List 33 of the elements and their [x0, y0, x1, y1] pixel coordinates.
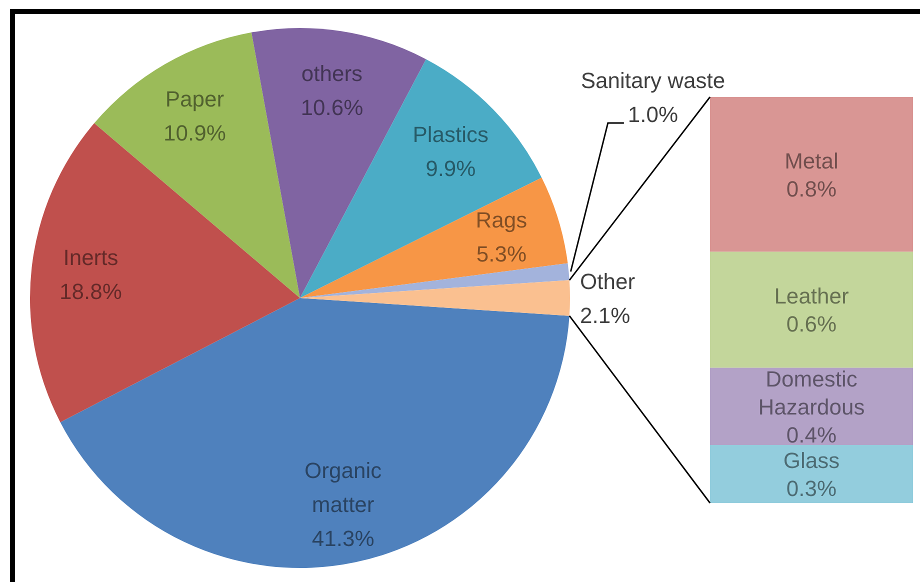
data-label: 1.0% [628, 102, 678, 126]
series-label: Domestic Hazardous [758, 366, 865, 419]
series-label: Leather [774, 283, 849, 308]
data-label: 0.8% [786, 176, 837, 201]
data-label: 0.6% [786, 311, 837, 336]
bar [710, 252, 913, 368]
series-label: Glass [783, 448, 840, 472]
data-label: 10.6% [300, 94, 364, 120]
slice-label: Plastics [412, 121, 489, 146]
slice-label: Rags [476, 207, 528, 232]
pie-slice [300, 59, 542, 298]
slice-label: Organic matter [304, 458, 382, 517]
data-label: 2.1% [580, 302, 630, 328]
pie-slice [300, 263, 570, 298]
data-label: 10.9% [164, 120, 226, 146]
data-label: 0.4% [786, 422, 837, 447]
pie-slice [60, 298, 570, 568]
data-label: 0.3% [786, 476, 837, 500]
data-label: 9.9% [426, 155, 476, 180]
data-label: 5.3% [476, 241, 527, 266]
bar [710, 97, 913, 252]
bar [710, 368, 913, 445]
slice-label: Sanitary waste [580, 68, 726, 92]
data-label: 41.3% [312, 526, 374, 551]
data-label: 18.8% [60, 278, 122, 304]
slice-label: others [301, 60, 363, 86]
slice-label: Inerts [63, 244, 118, 270]
slice-label: Other [580, 268, 636, 294]
pie-slice [30, 123, 300, 422]
slice-label: Paper [165, 86, 224, 112]
series-label: Metal [784, 148, 838, 173]
pie-slice [300, 178, 568, 298]
bar [710, 445, 913, 503]
